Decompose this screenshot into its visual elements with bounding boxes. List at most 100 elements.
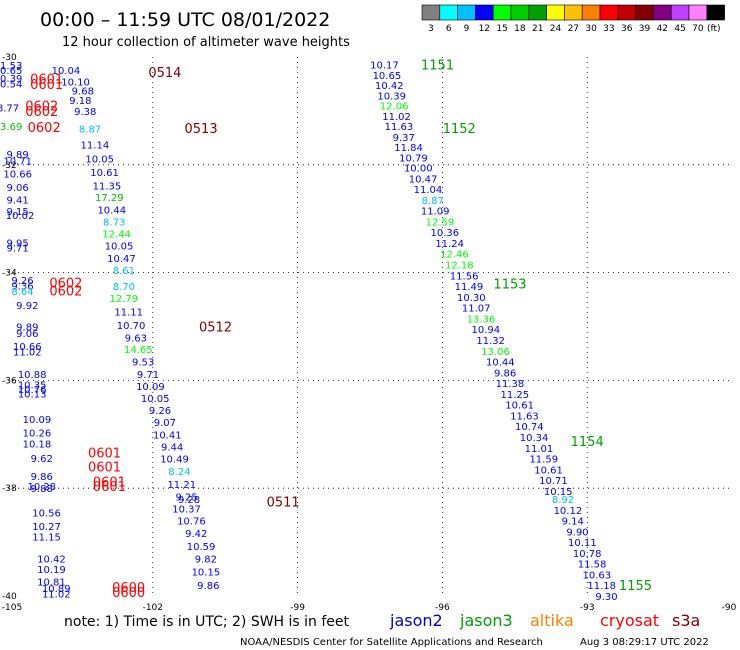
wave-height-value: 9.95 — [7, 238, 29, 249]
wave-height-value: 9.36 — [11, 282, 33, 293]
wave-height-value: 9.42 — [185, 529, 207, 540]
wave-height-value: 14.65 — [124, 345, 153, 356]
wave-height-value: 8.87 — [79, 125, 101, 136]
footer-credit: NOAA/NESDIS Center for Satellite Applica… — [240, 637, 543, 648]
wave-height-value: 9.28 — [178, 495, 200, 506]
header: 00:00 – 11:59 UTC 08/01/2022 12 hour col… — [40, 4, 725, 50]
wave-height-value: 11.53 — [0, 61, 22, 72]
grid — [8, 57, 732, 596]
wave-height-value: 9.53 — [132, 358, 154, 369]
wave-height-value: 10.44 — [97, 206, 126, 217]
wave-height-value: 10.78 — [573, 549, 602, 560]
legend-tick-label: 24 — [550, 24, 562, 34]
wave-height-value: 10.71 — [539, 476, 568, 487]
x-tick-label: -90 — [722, 603, 737, 613]
pass-time-label: 1154 — [571, 435, 604, 450]
legend-swatch — [635, 4, 654, 21]
pass-time-label: 1155 — [619, 579, 652, 594]
wave-height-value: 9.86 — [197, 581, 219, 592]
wave-height-value: 10.30 — [457, 293, 486, 304]
legend-swatch — [564, 4, 583, 21]
wave-height-value: 13.06 — [481, 347, 510, 358]
pass-time-label: 0600 — [112, 586, 145, 601]
satellite-name: altika — [530, 611, 574, 630]
pass-time-label: 0513 — [185, 122, 218, 137]
chart-subtitle: 12 hour collection of altimeter wave hei… — [62, 35, 350, 50]
legend-tick-label: 70 — [692, 24, 704, 34]
legend-tick-label: 21 — [532, 24, 543, 34]
legend-tick-label: 6 — [446, 24, 452, 34]
wave-height-value: 11.25 — [500, 390, 529, 401]
legend-tick-label: 30 — [585, 24, 597, 34]
wave-height-value: 10.47 — [107, 254, 136, 265]
legend-swatch — [457, 4, 476, 21]
legend-swatch — [510, 4, 530, 21]
pass-time-label: 0512 — [199, 321, 232, 336]
wave-height-value: 10.61 — [90, 168, 119, 179]
y-tick-label: -32 — [2, 161, 17, 171]
wave-height-value: 11.24 — [435, 239, 464, 250]
wave-height-value: 10.12 — [554, 506, 583, 517]
wave-height-value: 9.82 — [195, 554, 217, 565]
footer-note: note: 1) Time is in UTC; 2) SWH is in fe… — [64, 614, 350, 630]
wave-height-value: 11.15 — [32, 533, 61, 544]
wave-height-value: 11.04 — [414, 185, 443, 196]
y-tick-label: -34 — [2, 269, 17, 279]
pass-time-label: 0601 — [88, 447, 121, 462]
wave-height-value: 9.62 — [31, 454, 53, 465]
wave-height-value: 10.42 — [37, 554, 66, 565]
wave-height-value: 11.02 — [382, 112, 411, 123]
wave-height-value: 10.27 — [32, 522, 61, 533]
wave-height-value: 8.77 — [0, 104, 19, 115]
wave-height-value: 12.46 — [440, 250, 469, 261]
wave-height-value: 11.09 — [421, 207, 450, 218]
pass-time-label: 1152 — [443, 122, 476, 137]
x-tick-label: -96 — [435, 603, 450, 613]
wave-height-value: 10.89 — [42, 584, 71, 595]
wave-height-value: 9.88 — [31, 484, 53, 495]
wave-height-value: 9.89 — [16, 323, 38, 334]
wave-height-value: 8.87 — [422, 196, 444, 207]
wave-height-value: 10.19 — [37, 565, 66, 576]
wave-height-value: 11.32 — [476, 336, 505, 347]
wave-height-value: 10.44 — [486, 358, 515, 369]
satellite-name: jason3 — [459, 611, 513, 630]
wave-height-value: 10.15 — [192, 568, 221, 579]
wave-height-value: 8.61 — [113, 266, 135, 277]
wave-height-value: 9.37 — [393, 133, 415, 144]
legend-swatch — [492, 4, 512, 21]
footer: note: 1) Time is in UTC; 2) SWH is in fe… — [64, 611, 709, 648]
pass-time-label: 1151 — [421, 59, 454, 74]
wave-height-value: 11.49 — [455, 282, 484, 293]
wave-height-value: 9.63 — [125, 333, 147, 344]
wave-height-value: 9.92 — [16, 301, 38, 312]
wave-height-value: 10.34 — [520, 433, 549, 444]
wave-height-value: 10.09 — [23, 415, 52, 426]
wave-height-value: 12.44 — [102, 229, 131, 240]
legend-tick-label: 36 — [621, 24, 633, 34]
wave-height-value: 11.02 — [42, 589, 71, 600]
wave-height-value: 10.70 — [117, 321, 146, 332]
y-tick-label: -40 — [2, 592, 17, 602]
pass-time-label: 0601 — [30, 73, 63, 88]
wave-height-value: 10.28 — [27, 482, 56, 493]
wave-height-value: 10.88 — [18, 370, 47, 381]
wave-height-value: 10.02 — [6, 211, 35, 222]
pass-time-label: 0601 — [93, 476, 126, 491]
wave-height-value: 10.37 — [172, 505, 201, 516]
wave-height-value: 10.66 — [3, 169, 32, 180]
axis-ticks: -105 -102 -99 -96 -93 -90 -30 -32 -34 -36 -38 -40 — [2, 53, 737, 613]
wave-height-value: 10.41 — [153, 430, 182, 441]
wave-height-value: 9.06 — [7, 183, 29, 194]
wave-height-value: 10.13 — [18, 389, 47, 400]
wave-height-value: 11.38 — [496, 379, 525, 390]
pass-time-label: 0600 — [112, 581, 145, 596]
wave-height-value: 11.07 — [462, 304, 491, 315]
wave-height-value: 10.65 — [373, 71, 402, 82]
plot-area: -105 -102 -99 -96 -93 -90 -30 -32 -34 -36 -38 -40 1… — [0, 53, 737, 613]
legend-swatch — [439, 4, 458, 21]
wave-height-value: 10.71 — [3, 156, 32, 167]
wave-height-value: 10.18 — [23, 439, 52, 450]
wave-height-value: 11.59 — [529, 455, 558, 466]
